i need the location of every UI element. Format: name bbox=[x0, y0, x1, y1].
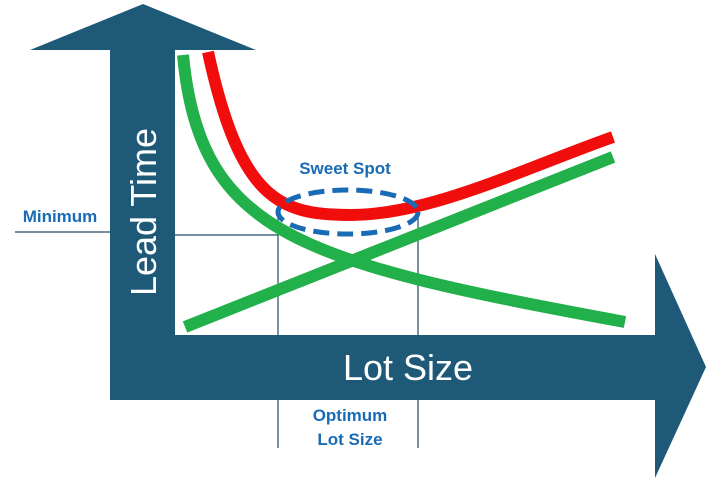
axes bbox=[30, 4, 706, 478]
x-axis-label: Lot Size bbox=[343, 347, 473, 388]
x-axis-arrowhead bbox=[655, 254, 706, 478]
sweet-spot-label: Sweet Spot bbox=[299, 159, 391, 178]
decreasing-curve bbox=[177, 54, 627, 328]
y-axis-arrowhead bbox=[30, 4, 256, 50]
minimum-label: Minimum bbox=[23, 207, 98, 226]
optimum-label: Lot Size bbox=[317, 430, 382, 449]
total-curve bbox=[202, 50, 616, 222]
increasing-line bbox=[182, 151, 616, 333]
sweet-spot-ellipse bbox=[275, 187, 421, 237]
x-axis-shaft bbox=[110, 335, 658, 400]
optimum-label: Optimum bbox=[313, 406, 388, 425]
y-axis-label: Lead Time bbox=[123, 128, 164, 296]
